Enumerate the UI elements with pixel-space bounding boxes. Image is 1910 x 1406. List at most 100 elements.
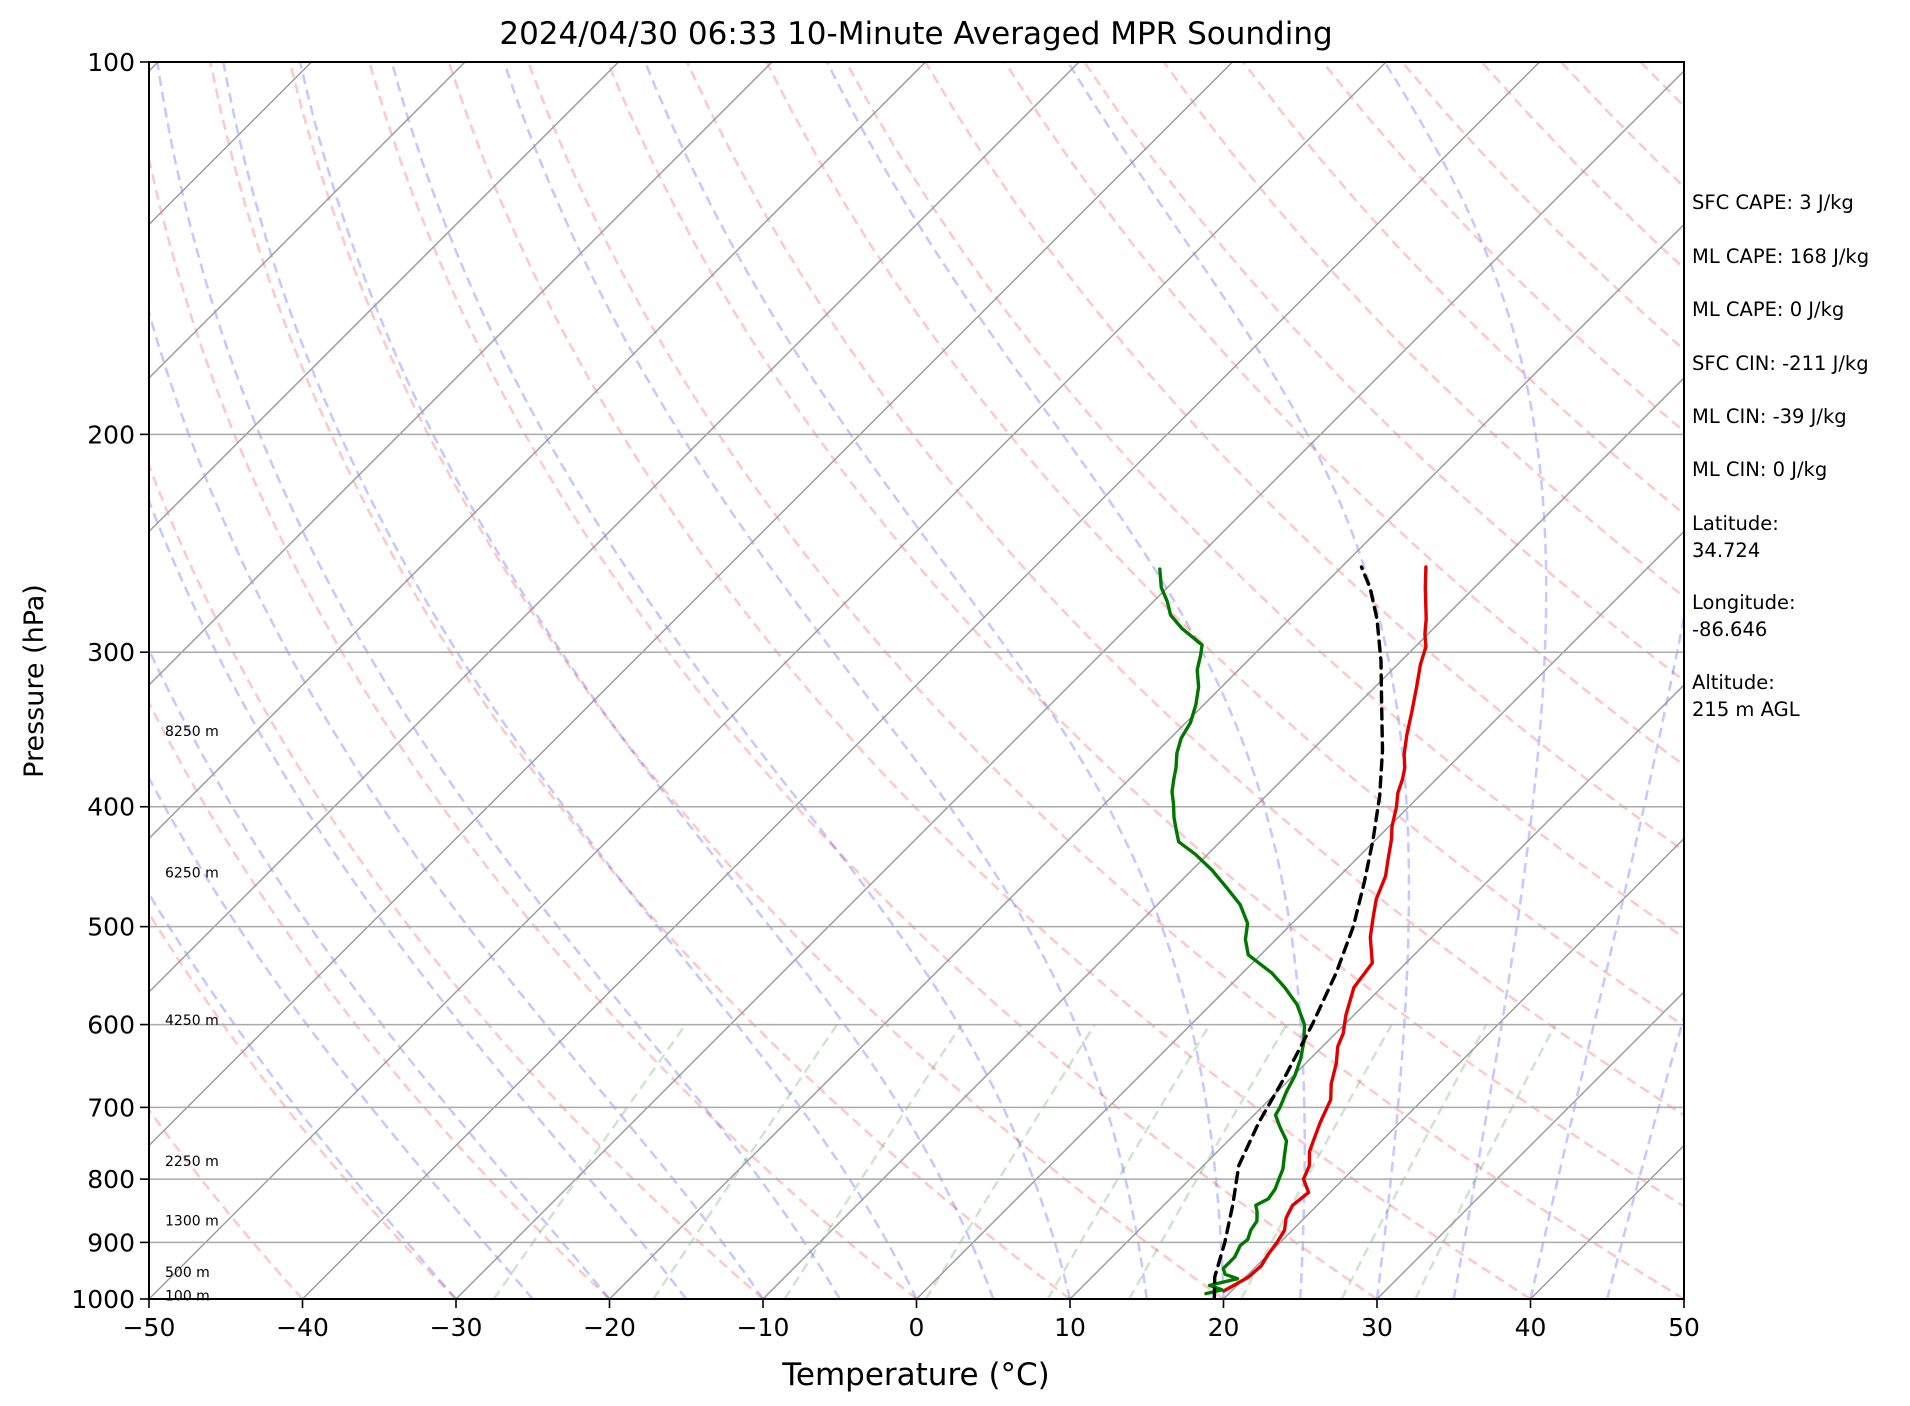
x-axis-label: Temperature (°C) (781, 1357, 1050, 1393)
annotation-text: ML CIN: 0 J/kg (1692, 458, 1827, 481)
moist-adiabat (149, 647, 611, 1299)
moist-adiabat (149, 891, 457, 1299)
moist-adiabat (149, 775, 534, 1299)
moist-adiabat (149, 307, 765, 1299)
background-lines (149, 62, 1910, 1299)
y-tick-label: 400 (87, 793, 135, 822)
isotherm (149, 62, 466, 379)
x-tick-label: −10 (737, 1313, 790, 1342)
parameter-annotations: SFC CAPE: 3 J/kg ML CAPE: 168 J/kg ML CAPE… (1692, 191, 1869, 721)
moist-adiabat (502, 62, 1149, 1299)
y-tick-label: 1000 (71, 1285, 135, 1314)
y-tick-label: 700 (87, 1093, 135, 1122)
isotherm (1376, 991, 1684, 1299)
dry-adiabat (606, 62, 1684, 1208)
isotherm (149, 62, 926, 840)
isotherm (916, 530, 1684, 1299)
mixing-ratio-line (783, 1023, 963, 1299)
dry-adiabat (149, 911, 457, 1299)
moist-adiabat (149, 497, 688, 1299)
y-tick-label: 600 (87, 1011, 135, 1040)
x-ticks: −50 −40 −30 −20 −10 0 10 20 30 40 50 (123, 1299, 1700, 1342)
series-layer (1158, 565, 1428, 1299)
height-label: 500 m (165, 1265, 210, 1281)
x-tick-label: 50 (1668, 1313, 1700, 1342)
dry-adiabat (1003, 62, 1684, 767)
mixing-ratio-line (1046, 1023, 1211, 1299)
chart-title: 2024/04/30 06:33 10-Minute Averaged MPR … (499, 16, 1332, 52)
dry-adiabat (844, 62, 1684, 940)
annotation-text: Altitude: (1692, 671, 1775, 694)
annotation-text: 34.724 (1692, 539, 1760, 562)
x-tick-label: 40 (1515, 1313, 1547, 1342)
dry-adiabat (1879, 62, 1910, 1299)
mixing-ratio-line (652, 1023, 839, 1299)
isotherm (0, 62, 5, 1299)
isotherm (149, 62, 619, 533)
y-ticks: 100 200 300 400 500 600 700 800 900 1000 (71, 48, 149, 1314)
isotherm (302, 62, 1540, 1299)
dewpoint-profile (1158, 567, 1307, 1296)
height-labels: 100 m 500 m 1300 m 2250 m 4250 m 6250 m 8250 m (165, 724, 219, 1304)
dry-adiabat (209, 62, 1071, 1299)
x-tick-label: −50 (123, 1313, 176, 1342)
isotherm (1223, 837, 1684, 1299)
y-tick-label: 200 (87, 420, 135, 449)
isotherm (149, 62, 1233, 1147)
moist-adiabat (1383, 62, 1548, 1299)
annotation-text: SFC CIN: -211 J/kg (1692, 352, 1869, 375)
x-tick-label: −20 (583, 1313, 636, 1342)
height-label: 100 m (165, 1288, 210, 1304)
moist-adiabat (222, 62, 918, 1299)
dry-adiabat (368, 62, 1378, 1299)
dry-adiabat (149, 153, 918, 1299)
y-axis-label: Pressure (hPa) (19, 584, 50, 778)
x-tick-label: 30 (1361, 1313, 1393, 1342)
grid (0, 62, 1684, 1299)
moist-adiabat (298, 62, 995, 1299)
dry-adiabat (149, 462, 764, 1299)
annotation-text: SFC CAPE: 3 J/kg (1692, 191, 1854, 214)
x-tick-label: 10 (1054, 1313, 1086, 1342)
isotherm (455, 70, 1684, 1299)
x-tick-label: 20 (1208, 1313, 1240, 1342)
moist-adiabat (1529, 610, 1684, 1299)
isotherm (149, 62, 1080, 993)
dry-adiabat (149, 700, 611, 1299)
isotherm (149, 62, 1387, 1299)
height-label: 1300 m (165, 1214, 219, 1230)
annotation-text: ML CIN: -39 J/kg (1692, 405, 1847, 428)
parcel-profile (1212, 565, 1385, 1299)
temperature-profile (1222, 565, 1428, 1293)
height-label: 8250 m (165, 724, 219, 740)
annotation-text: -86.646 (1692, 618, 1767, 641)
x-tick-label: −40 (276, 1313, 329, 1342)
x-tick-label: −30 (430, 1313, 483, 1342)
height-label: 4250 m (165, 1013, 219, 1029)
mixing-ratio-line (492, 1023, 687, 1299)
dry-adiabat (1083, 62, 1684, 683)
annotation-text: Longitude: (1692, 591, 1796, 614)
moist-adiabat (1066, 62, 1411, 1299)
dry-adiabat (149, 1108, 304, 1299)
dry-adiabat (685, 62, 1684, 1117)
dry-adiabat (288, 62, 1225, 1299)
annotation-text: 215 m AGL (1692, 698, 1800, 721)
annotation-text: Latitude: (1692, 512, 1779, 535)
isotherm (149, 62, 773, 686)
mixing-ratio-line (1414, 1024, 1557, 1299)
plot-frame (148, 61, 1685, 1300)
mixing-ratio-line (1340, 1024, 1488, 1299)
height-label: 6250 m (165, 866, 219, 882)
annotation-text: ML CAPE: 168 J/kg (1692, 245, 1869, 268)
height-label: 2250 m (165, 1154, 219, 1170)
x-tick-label: 0 (909, 1313, 925, 1342)
y-tick-label: 500 (87, 913, 135, 942)
annotation-text: ML CAPE: 0 J/kg (1692, 298, 1844, 321)
mixing-ratio-line (924, 1023, 1096, 1299)
moist-adiabat (825, 62, 1306, 1299)
dry-adiabat (527, 62, 1684, 1299)
dry-adiabat (447, 62, 1532, 1299)
isotherm (609, 223, 1684, 1299)
